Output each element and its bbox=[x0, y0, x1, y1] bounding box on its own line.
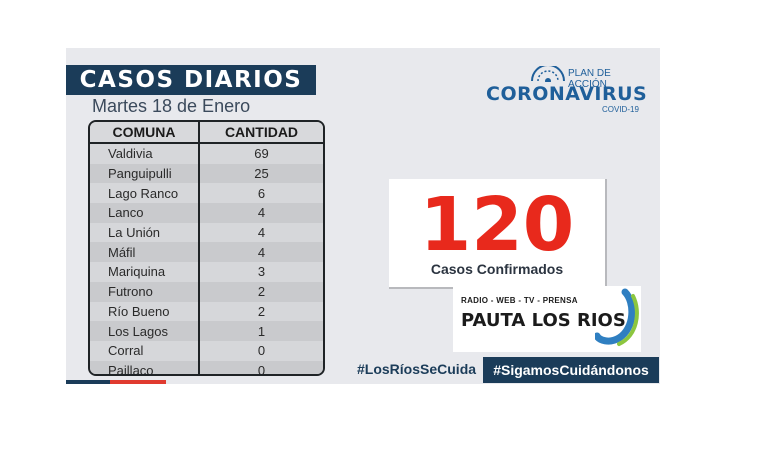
comuna-cell: Lago Ranco bbox=[90, 183, 200, 204]
comuna-cell: La Unión bbox=[90, 222, 200, 243]
pauta-tagline: RADIO - WEB - TV - PRENSA bbox=[461, 296, 578, 305]
table-row: Corral 0 bbox=[90, 340, 323, 361]
hashtag-los-rios: #LosRíosSeCuida bbox=[357, 361, 477, 377]
total-label: Casos Confirmados bbox=[430, 261, 564, 277]
comuna-cell: Lanco bbox=[90, 203, 200, 223]
date-subtitle: Martes 18 de Enero bbox=[92, 96, 251, 116]
cantidad-cell: 69 bbox=[254, 146, 269, 162]
comuna-cell: Mariquina bbox=[90, 262, 200, 282]
header-comuna: COMUNA bbox=[90, 122, 200, 142]
cases-table: COMUNA CANTIDAD Valdivia 69 Panguipulli 25… bbox=[88, 120, 325, 376]
comuna-cell: Máfil bbox=[90, 242, 200, 263]
cantidad-cell: 6 bbox=[257, 185, 266, 201]
sun-emblem-icon bbox=[531, 66, 565, 82]
comuna-cell: Panguipulli bbox=[90, 163, 200, 184]
table-header: COMUNA CANTIDAD bbox=[90, 122, 323, 144]
table-row: Máfil 4 bbox=[90, 242, 323, 263]
flag-stripe bbox=[66, 380, 166, 384]
comuna-cell: Corral bbox=[90, 340, 200, 361]
header-cantidad: CANTIDAD bbox=[224, 124, 299, 140]
comuna-cell: Paillaco bbox=[90, 360, 200, 374]
hashtag-sigamos: #SigamosCuidándonos bbox=[483, 357, 659, 383]
table-body: Valdivia 69 Panguipulli 25 Lago Ranco 6 Lan… bbox=[90, 144, 323, 376]
comuna-cell: Los Lagos bbox=[90, 321, 200, 341]
table-row: Lago Ranco 6 bbox=[90, 183, 323, 204]
cantidad-cell: 4 bbox=[257, 205, 266, 221]
comuna-cell: Río Bueno bbox=[90, 301, 200, 322]
cantidad-cell: 1 bbox=[257, 323, 266, 339]
table-row: La Unión 4 bbox=[90, 222, 323, 243]
table-row: Panguipulli 25 bbox=[90, 163, 323, 184]
cantidad-cell: 2 bbox=[257, 284, 266, 300]
logo-plan-text: PLAN DE ACCIÓN bbox=[568, 68, 611, 90]
table-row: Río Bueno 2 bbox=[90, 301, 323, 322]
logo-name: CORONAVIRUS bbox=[486, 83, 648, 105]
total-number: 120 bbox=[419, 182, 575, 268]
total-box: 120 Casos Confirmados bbox=[389, 179, 607, 289]
cantidad-cell: 3 bbox=[257, 264, 266, 280]
cantidad-cell: 25 bbox=[254, 166, 269, 182]
cantidad-cell: 2 bbox=[257, 303, 266, 319]
table-row: Lanco 4 bbox=[90, 203, 323, 223]
wave-logo-icon bbox=[595, 288, 639, 346]
page-title: CASOS DIARIOS bbox=[66, 65, 316, 95]
table-row: Paillaco 0 bbox=[90, 360, 323, 376]
comuna-cell: Valdivia bbox=[90, 144, 200, 164]
logo-sub: COVID-19 bbox=[602, 105, 639, 114]
cantidad-cell: 0 bbox=[257, 362, 266, 376]
coronavirus-logo: PLAN DE ACCIÓN CORONAVIRUS COVID-19 bbox=[484, 66, 648, 114]
table-row: Mariquina 3 bbox=[90, 262, 323, 282]
cantidad-cell: 4 bbox=[257, 244, 266, 260]
comuna-cell: Futrono bbox=[90, 281, 200, 302]
table-row: Futrono 2 bbox=[90, 281, 323, 302]
pauta-name: PAUTA LOS RIOS bbox=[461, 310, 626, 331]
cantidad-cell: 4 bbox=[257, 225, 266, 241]
table-row: Valdivia 69 bbox=[90, 144, 323, 164]
cantidad-cell: 0 bbox=[257, 343, 266, 359]
pauta-logo: RADIO - WEB - TV - PRENSA PAUTA LOS RIOS bbox=[453, 286, 641, 352]
table-row: Los Lagos 1 bbox=[90, 321, 323, 341]
